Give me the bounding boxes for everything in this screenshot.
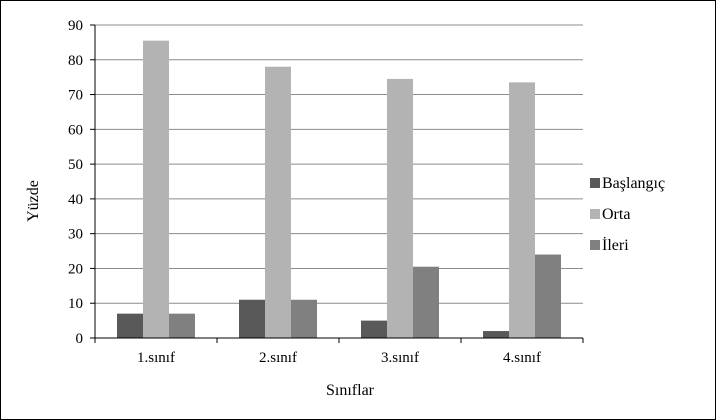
bar	[291, 299, 317, 338]
legend-label: İleri	[602, 236, 629, 254]
bar	[265, 66, 291, 338]
bar	[483, 331, 509, 338]
bar	[535, 254, 561, 338]
y-tick-labels: 0 10 20 30 40 50 60 70 80 90	[68, 18, 95, 347]
x-tick-label: 4.sınıf	[503, 350, 541, 366]
bar	[143, 40, 169, 339]
gridlines	[95, 24, 583, 304]
y-axis-title: Yüzde	[25, 180, 42, 222]
bar	[509, 82, 535, 338]
x-tick-labels: 1.sınıf 2.sınıf 3.sınıf 4.sınıf	[137, 350, 541, 366]
legend-swatch	[590, 178, 600, 188]
y-tick-label: 0	[76, 331, 84, 347]
y-tick-label: 20	[68, 261, 83, 277]
bar	[169, 313, 195, 338]
bar	[413, 266, 439, 338]
legend-label: Orta	[602, 206, 630, 223]
bars	[117, 40, 561, 339]
legend-swatch	[590, 209, 600, 219]
y-tick-label: 50	[68, 157, 83, 173]
legend: Başlangıç Orta İleri	[590, 175, 665, 254]
legend-label: Başlangıç	[602, 175, 665, 192]
axes	[94, 25, 584, 343]
y-tick-label: 60	[68, 122, 83, 138]
y-tick-label: 10	[68, 296, 83, 312]
x-tick-label: 3.sınıf	[381, 350, 419, 366]
bar	[117, 313, 143, 338]
y-tick-label: 80	[68, 53, 83, 69]
y-tick-label: 30	[68, 227, 83, 243]
x-axis-title: Sınıflar	[326, 382, 375, 399]
y-tick-label: 40	[68, 192, 83, 208]
x-tick-label: 1.sınıf	[137, 350, 175, 366]
bar	[387, 78, 413, 339]
x-tick-label: 2.sınıf	[259, 350, 297, 366]
bar	[239, 299, 265, 338]
y-tick-label: 90	[68, 18, 83, 34]
bar	[361, 320, 387, 338]
legend-swatch	[590, 240, 600, 250]
y-tick-label: 70	[68, 88, 83, 104]
